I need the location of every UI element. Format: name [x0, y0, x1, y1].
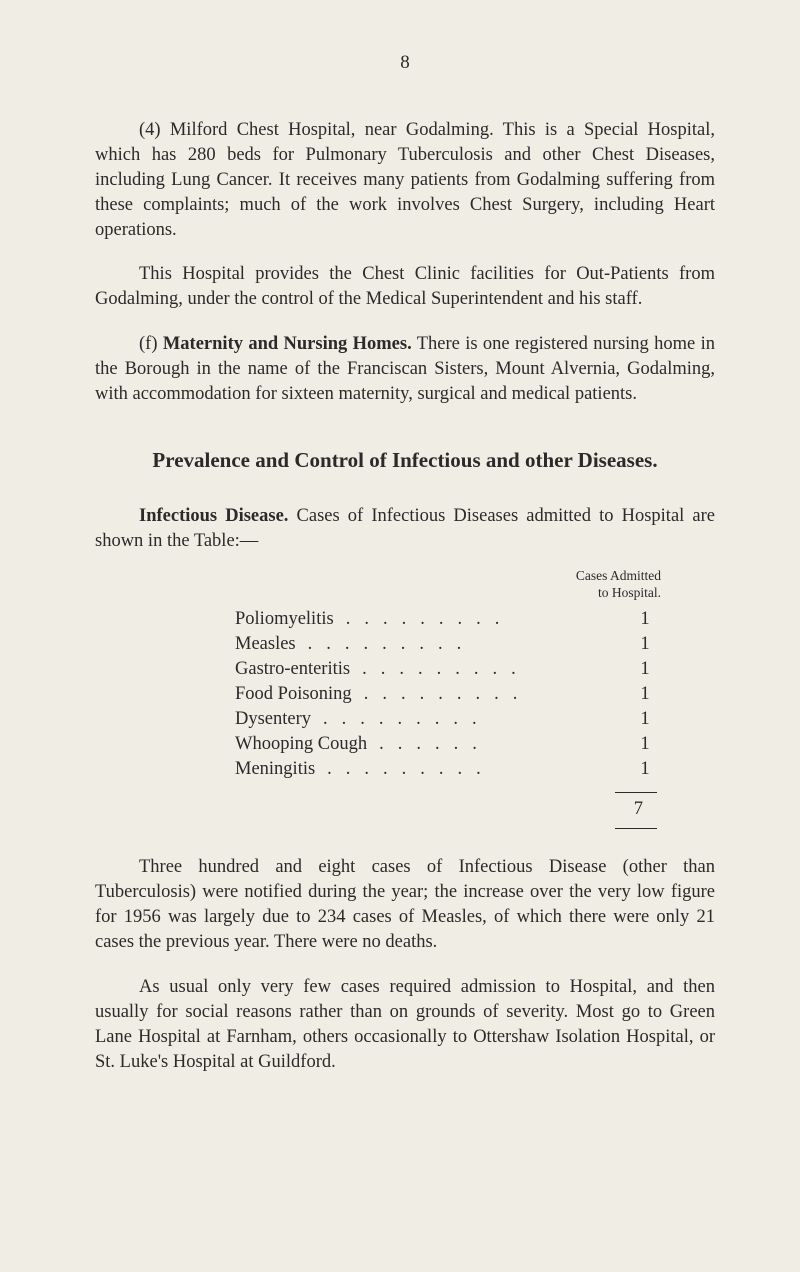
row-label: Meningitis — [235, 757, 315, 782]
row-value: 1 — [615, 657, 675, 682]
section-heading: Prevalence and Control of Infectious and… — [95, 445, 715, 475]
p3-prefix: (f) — [139, 334, 163, 354]
total-value: 7 — [235, 797, 675, 822]
row-dots: ......... — [315, 757, 615, 782]
table-row: Dysentery ......... 1 — [235, 707, 675, 732]
sub-intro-bold: Infectious Disease. — [139, 506, 288, 526]
row-dots: ......... — [311, 707, 615, 732]
paragraph-5: As usual only very few cases required ad… — [95, 975, 715, 1075]
row-label: Dysentery — [235, 707, 311, 732]
row-value: 1 — [615, 757, 675, 782]
row-label: Whooping Cough — [235, 732, 367, 757]
row-dots: ......... — [350, 657, 615, 682]
paragraph-4: Three hundred and eight cases of Infecti… — [95, 855, 715, 955]
row-value: 1 — [615, 732, 675, 757]
total-rule-bottom — [615, 828, 657, 829]
sub-intro: Infectious Disease. Cases of Infectious … — [95, 504, 715, 554]
table-header: Cases Admitted to Hospital. — [235, 568, 675, 602]
row-value: 1 — [615, 632, 675, 657]
p3-bold: Maternity and Nursing Homes. — [163, 334, 412, 354]
table-row: Gastro-enteritis ......... 1 — [235, 657, 675, 682]
table-header-line2: to Hospital. — [598, 585, 661, 600]
disease-table: Cases Admitted to Hospital. Poliomyeliti… — [235, 568, 675, 830]
row-dots: ......... — [296, 632, 615, 657]
paragraph-1: (4) Milford Chest Hospital, near Godalmi… — [95, 118, 715, 243]
total-rule-top — [615, 792, 657, 793]
table-row: Whooping Cough ...... 1 — [235, 732, 675, 757]
table-row: Poliomyelitis ......... 1 — [235, 607, 675, 632]
paragraph-3: (f) Maternity and Nursing Homes. There i… — [95, 332, 715, 407]
row-label: Measles — [235, 632, 296, 657]
table-row: Measles ......... 1 — [235, 632, 675, 657]
row-dots: ...... — [367, 732, 615, 757]
row-value: 1 — [615, 607, 675, 632]
paragraph-2: This Hospital provides the Chest Clinic … — [95, 262, 715, 312]
table-row: Meningitis ......... 1 — [235, 757, 675, 782]
row-label: Gastro-enteritis — [235, 657, 350, 682]
table-row: Food Poisoning ......... 1 — [235, 682, 675, 707]
page-number: 8 — [95, 50, 715, 76]
row-value: 1 — [615, 682, 675, 707]
row-dots: ......... — [352, 682, 615, 707]
row-label: Poliomyelitis — [235, 607, 334, 632]
row-label: Food Poisoning — [235, 682, 352, 707]
row-dots: ......... — [334, 607, 615, 632]
row-value: 1 — [615, 707, 675, 732]
table-header-line1: Cases Admitted — [576, 568, 661, 583]
